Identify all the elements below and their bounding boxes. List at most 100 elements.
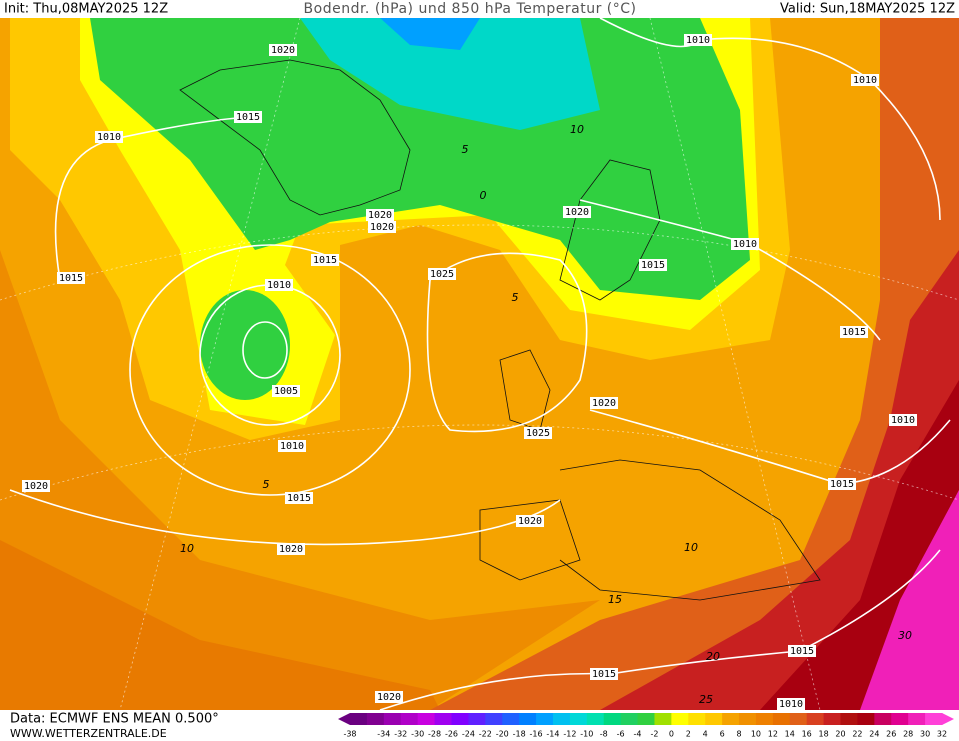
isobar-label-box	[277, 543, 305, 555]
isobar-label: 1010	[853, 75, 877, 86]
isobar-label: 1020	[377, 692, 401, 703]
temperature-label: 15	[608, 593, 622, 606]
isobar-label-box	[285, 492, 313, 504]
isobar-label: 1010	[280, 441, 304, 452]
colorbar-tick-label: 0	[669, 730, 674, 739]
colorbar-tick-label: -26	[445, 730, 458, 739]
temperature-label: 5	[512, 291, 519, 304]
field-red-orange	[430, 18, 959, 710]
colorbar-swatch	[350, 713, 368, 725]
temperature-label: 5	[462, 143, 469, 156]
colorbar-swatch	[840, 713, 858, 725]
colorbar-tick-label: -12	[563, 730, 576, 739]
colorbar-swatch	[400, 713, 419, 725]
graticule-line	[119, 17, 301, 711]
temperature-label: 10	[684, 541, 698, 554]
isobar-label-box	[375, 691, 403, 703]
colorbar-swatch	[705, 713, 723, 725]
iberia-coast	[479, 499, 581, 581]
isobar-label-box	[840, 326, 868, 338]
colorbar-tick-label: -20	[496, 730, 509, 739]
colorbar-tick-label: 24	[869, 730, 879, 739]
isobar-label-box	[563, 206, 591, 218]
isobar-label: 1025	[526, 428, 550, 439]
colorbar-tick-label: 2	[686, 730, 691, 739]
colorbar-swatch	[671, 713, 689, 725]
isobar-label-box	[788, 645, 816, 657]
isobar-label-box	[428, 268, 456, 280]
colorbar-swatch	[417, 713, 436, 725]
isobar-label: 1020	[592, 398, 616, 409]
colorbar-swatch	[789, 713, 808, 725]
colorbar-swatch	[722, 713, 740, 725]
isobar-label: 1015	[592, 669, 616, 680]
field-magenta	[860, 490, 959, 710]
isobar-label-box	[22, 480, 50, 492]
colorbar-swatch	[620, 713, 639, 725]
britain-coast	[499, 349, 551, 431]
isobar-label: 1010	[97, 132, 121, 143]
colorbar-tick-label: 16	[802, 730, 812, 739]
temperature-label: 30	[898, 629, 912, 642]
colorbar-tick-label: -16	[530, 730, 543, 739]
isobar-label: 1010	[733, 239, 757, 250]
isobar	[242, 321, 288, 379]
colorbar-swatch	[891, 713, 909, 725]
isobar-label: 1015	[313, 255, 337, 266]
colorbar-swatch	[908, 713, 926, 725]
temperature-label: 5	[263, 478, 270, 491]
colorbar-swatch	[637, 713, 655, 725]
website: WWW.WETTERZENTRALE.DE	[10, 727, 167, 740]
colorbar-tick-label: 10	[751, 730, 761, 739]
colorbar-swatch	[688, 713, 706, 725]
isobar-label-box	[684, 34, 712, 46]
isobar-label: 1015	[790, 646, 814, 657]
temperature-label: 10	[180, 542, 194, 555]
header-bar	[0, 0, 959, 18]
isobar-label-box	[851, 74, 879, 86]
graticule	[0, 17, 959, 711]
colorbar-swatch	[485, 713, 503, 725]
colorbar-swatch	[772, 713, 791, 725]
colorbar-swatch	[569, 713, 588, 725]
isobar-label-box	[516, 515, 544, 527]
colorbar-tick-label: -28	[428, 730, 441, 739]
isobar-label-box	[731, 238, 759, 250]
colorbar-swatch	[874, 713, 892, 725]
isobar-label-box	[590, 668, 618, 680]
colorbar-tick-label: -32	[394, 730, 407, 739]
isobar-label-box	[272, 385, 300, 397]
colorbar-tick-label: -18	[513, 730, 526, 739]
isobar-label: 1015	[641, 260, 665, 271]
isobar-label-box	[777, 698, 805, 710]
isobar-label: 1020	[368, 210, 392, 221]
isobar-label: 1010	[267, 280, 291, 291]
isobar-label: 1020	[24, 481, 48, 492]
isobar-label-box	[95, 131, 123, 143]
data-source: Data: ECMWF ENS MEAN 0.500°	[10, 712, 219, 727]
isobar-label-box	[524, 427, 552, 439]
colorbar-arrow-left	[338, 713, 350, 725]
temperature-label: 10	[570, 123, 584, 136]
isobar-label-box	[269, 44, 297, 56]
map-title: Bodendr. (hPa) und 850 hPa Temperatur (°…	[304, 1, 637, 17]
colorbar-swatch	[536, 713, 554, 725]
colorbar-tick-label: 8	[736, 730, 741, 739]
isobar-label-box	[278, 440, 306, 452]
coastlines	[179, 59, 821, 601]
colorbar-swatch	[603, 713, 622, 725]
colorbar-tick-label: -4	[634, 730, 642, 739]
isobar-label: 1020	[370, 222, 394, 233]
isobar-label: 1005	[274, 386, 298, 397]
temperature-label: 20	[706, 650, 720, 663]
valid-time: Valid: Sun,18MAY2025 12Z	[780, 2, 955, 17]
isobar-label-box	[889, 414, 917, 426]
isobar-label-box	[234, 111, 262, 123]
colorbar-tick-label: 6	[720, 730, 725, 739]
isobar-label: 1015	[59, 273, 83, 284]
isobar	[599, 17, 941, 221]
colorbar-tick-label: -38	[343, 730, 356, 739]
colorbar-swatch	[586, 713, 605, 725]
scandinavia-coast	[559, 159, 661, 301]
colorbar-swatch	[857, 713, 875, 725]
